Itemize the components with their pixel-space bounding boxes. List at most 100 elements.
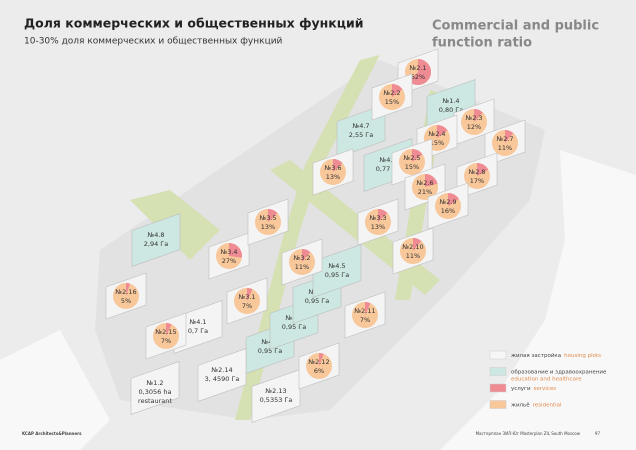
plot xyxy=(130,361,180,415)
plot xyxy=(312,244,362,298)
plot-area: 0,95 Га xyxy=(258,347,283,355)
plot-label: №2.13 xyxy=(264,387,286,395)
plot-share: 13% xyxy=(371,223,385,231)
legend-label: жильё residential xyxy=(511,402,562,408)
pie-services xyxy=(477,163,489,176)
plot-area: 0,3056 ha xyxy=(139,388,172,396)
legend-ru: услуги xyxy=(511,386,531,392)
plot-label: №4.8 xyxy=(146,231,164,239)
legend-en: education and healthcare xyxy=(511,376,582,382)
plot-share: 27% xyxy=(222,257,236,265)
plot-area: 0,5353 Га xyxy=(260,396,293,404)
plot-area: 0,7 Га xyxy=(188,327,208,335)
plot-label: №3.5 xyxy=(258,214,276,222)
plot-label: №3.6 xyxy=(323,164,341,172)
pie-services xyxy=(333,159,343,172)
plot xyxy=(251,369,301,423)
plot-share: 11% xyxy=(295,263,309,271)
plot-label: №2.14 xyxy=(210,366,232,374)
plot-share: 13% xyxy=(326,173,340,181)
plot-label: №2.7 xyxy=(495,135,513,143)
plot-label: №3.2 xyxy=(292,254,310,262)
plot-label: №4.2 xyxy=(260,338,278,346)
legend-swatch xyxy=(489,383,507,393)
page-number: 97 xyxy=(595,431,601,436)
pie-services xyxy=(247,288,253,301)
plot-share: 15% xyxy=(385,98,399,106)
plot-label: №2.2 xyxy=(382,89,400,97)
pie-services xyxy=(302,249,311,262)
legend-ru: жилая застройка xyxy=(511,352,561,359)
pie-services xyxy=(505,130,514,143)
plot-area: 3, 4590 Га xyxy=(205,375,240,383)
plot-label: №4.6 xyxy=(378,156,396,164)
pie-services xyxy=(268,209,278,222)
plot-share: 5% xyxy=(121,297,131,305)
legend-swatch xyxy=(489,367,507,376)
title-en: function ratio xyxy=(432,36,532,51)
river xyxy=(440,150,636,450)
plot xyxy=(197,348,247,402)
plot-label: №2.8 xyxy=(467,168,485,176)
river-left xyxy=(0,330,110,450)
plot-label: №2.5 xyxy=(402,154,420,162)
plot-area: 2,55 Га xyxy=(349,131,374,139)
pie-services xyxy=(425,174,438,187)
plot-share: 6% xyxy=(314,367,324,375)
plot-label: №2.12 xyxy=(307,358,329,366)
plot-label: №2.15 xyxy=(154,328,176,336)
plot-label: №4.7 xyxy=(351,122,369,130)
plot-label: №3.3 xyxy=(368,214,386,222)
plot-share: 13% xyxy=(261,223,275,231)
plot-label: №3.4 xyxy=(219,248,237,256)
footer-left: KCAP Architects&Planners xyxy=(22,431,82,436)
legend: жилая застройка housing plots образование … xyxy=(489,350,607,409)
legend-swatch xyxy=(489,350,507,360)
pie-services xyxy=(126,283,131,296)
subtitle: 10-30% доля коммерческих и общественных … xyxy=(24,37,283,47)
plot-label: №2.16 xyxy=(114,288,136,296)
plot-share: 21% xyxy=(418,188,432,196)
plot-share: 16% xyxy=(441,207,455,215)
plot-label: №2.4 xyxy=(427,130,445,138)
pie-services xyxy=(413,238,422,251)
plot-share: 17% xyxy=(470,177,484,185)
plot-label: №2.3 xyxy=(464,114,482,122)
pie-services xyxy=(365,302,371,315)
legend-en: residential xyxy=(533,402,562,408)
legend-swatch xyxy=(489,400,507,409)
pie-services xyxy=(409,59,431,85)
plot-label: №2.9 xyxy=(438,198,456,206)
plot-label: №2.11 xyxy=(353,307,375,315)
legend-en: services xyxy=(534,386,557,392)
legend-ru: образование и здравоохранение xyxy=(511,369,607,375)
plot-share: 62% xyxy=(411,73,425,81)
plot-label: №1.4 xyxy=(441,97,459,105)
plot-share: 12% xyxy=(467,123,481,131)
plot-area: 0,77 Га xyxy=(376,165,401,173)
pie-services xyxy=(448,193,459,206)
plot-area: 0,80 Га xyxy=(439,106,464,114)
legend-label: образование и здравоохранение education a… xyxy=(511,369,607,382)
pie-services xyxy=(229,243,243,258)
pie-services xyxy=(166,323,172,336)
plot-label: №2.10 xyxy=(401,243,423,251)
pie-services xyxy=(437,125,448,138)
plot-label: №4.5 xyxy=(327,262,345,270)
plot-note: restaurant xyxy=(138,397,172,405)
legend-label: услуги services xyxy=(511,386,556,392)
plot-label: №1.2 xyxy=(145,379,163,387)
plot-area: 0,95 Га xyxy=(282,323,307,331)
plot-area: 0,95 Га xyxy=(305,297,330,305)
pie-services xyxy=(319,353,324,366)
footer-right: Мастерплан ЗИЛ-Юг Masterplan ZIL South M… xyxy=(476,431,581,436)
legend-ru: жильё xyxy=(511,402,530,408)
legend-en: housing plots xyxy=(564,353,601,359)
plot-share: 7% xyxy=(242,302,252,310)
plot-share: 15% xyxy=(430,139,444,147)
plot-share: 15% xyxy=(405,163,419,171)
plot-share: 7% xyxy=(360,316,370,324)
plot xyxy=(131,213,181,267)
